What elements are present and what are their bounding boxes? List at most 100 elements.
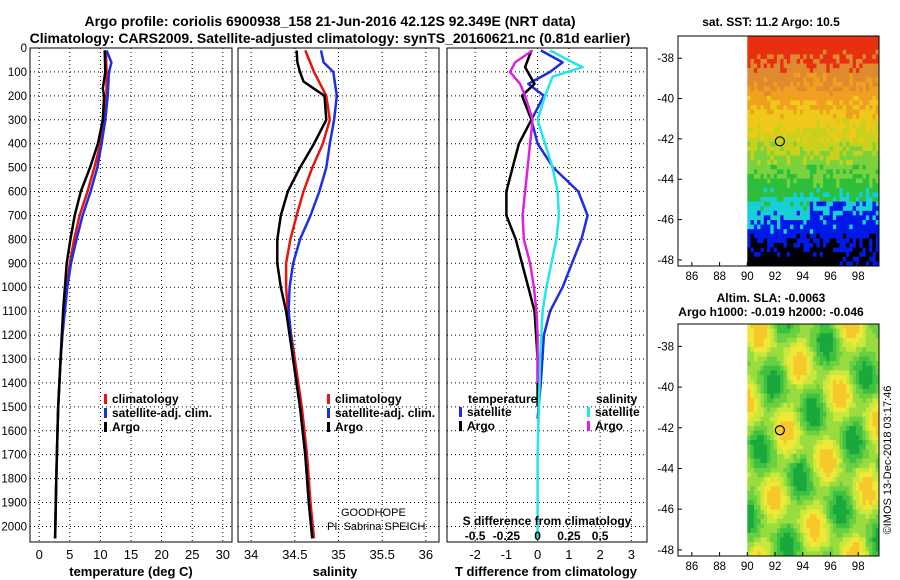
map-cell — [842, 370, 847, 376]
map-cell — [829, 495, 834, 501]
map-cell — [776, 542, 781, 548]
map-cell — [855, 183, 860, 189]
map-cell — [852, 444, 857, 450]
map-cell — [839, 449, 844, 455]
map-cell — [799, 210, 804, 216]
map-cell — [780, 72, 784, 78]
map-cell — [852, 328, 857, 334]
map-cell — [839, 333, 844, 339]
map-cell — [770, 430, 775, 436]
map-cell — [783, 551, 788, 557]
map-cell — [776, 388, 781, 394]
map-cell — [757, 100, 761, 106]
map-cell — [872, 365, 877, 371]
map-cell — [770, 463, 775, 469]
map-cell — [846, 215, 850, 221]
map-cell — [790, 453, 794, 459]
map-cell — [809, 500, 814, 506]
map-cell — [767, 416, 771, 422]
map-cell — [872, 164, 877, 170]
map-cell — [832, 229, 837, 235]
map-cell — [813, 402, 817, 408]
map-cell — [839, 160, 844, 166]
map-cell — [826, 347, 831, 353]
map-cell — [872, 224, 877, 230]
map-cell — [750, 546, 755, 552]
map-cell — [823, 229, 827, 235]
map-cell — [865, 477, 870, 483]
map-cell — [865, 82, 870, 87]
map-cell — [790, 224, 794, 230]
map-cell — [803, 169, 807, 175]
map-x-tick-label: 96 — [824, 561, 837, 573]
map-cell — [757, 407, 761, 413]
map-cell — [783, 430, 788, 436]
map-cell — [773, 398, 778, 404]
legend-t-argo-swatch — [459, 421, 462, 431]
salinity-difference-label: S difference from climatology — [463, 514, 632, 528]
map-cell — [829, 509, 834, 515]
map-cell — [793, 95, 798, 101]
map-cell — [846, 137, 850, 143]
map-cell — [862, 333, 867, 339]
map-cell — [773, 201, 778, 207]
map-cell — [776, 54, 781, 60]
map-cell — [875, 36, 880, 41]
map-cell — [869, 435, 873, 441]
map-cell — [826, 109, 831, 115]
s-tick-label: 0.5 — [592, 529, 609, 543]
map-cell — [819, 426, 824, 432]
map-cell — [829, 59, 834, 64]
map-cell — [783, 337, 788, 343]
map-cell — [790, 59, 794, 64]
map-cell — [816, 192, 821, 198]
map-cell — [783, 45, 788, 51]
map-cell — [793, 49, 798, 55]
map-cell — [763, 252, 768, 258]
map-cell — [809, 477, 814, 483]
map-cell — [849, 458, 854, 464]
map-cell — [750, 100, 755, 106]
map-cell — [842, 45, 847, 51]
map-y-tick-label: -44 — [657, 463, 674, 475]
map-cell — [763, 337, 768, 343]
map-cell — [809, 128, 814, 133]
map-cell — [783, 481, 788, 487]
map-cell — [842, 77, 847, 83]
map-cell — [836, 347, 840, 353]
map-cell — [806, 467, 811, 473]
map-cell — [780, 123, 784, 129]
map-cell — [816, 49, 821, 55]
map-cell — [770, 467, 775, 473]
map-cell — [776, 356, 781, 362]
map-cell — [773, 220, 778, 225]
map-y-tick-label: -42 — [657, 134, 674, 146]
map-cell — [753, 68, 758, 74]
map-cell — [855, 537, 860, 543]
map-cell — [816, 388, 821, 394]
map-cell — [869, 407, 873, 413]
map-cell — [790, 210, 794, 216]
map-cell — [750, 109, 755, 115]
map-cell — [763, 36, 768, 41]
map-cell — [773, 105, 778, 110]
map-cell — [875, 169, 880, 175]
map-cell — [836, 36, 840, 41]
map-cell — [757, 54, 761, 60]
map-x-tick-label: 98 — [852, 271, 865, 283]
map-cell — [783, 224, 788, 230]
map-cell — [770, 187, 775, 193]
map-cell — [806, 328, 811, 334]
map-cell — [783, 509, 788, 515]
map-cell — [809, 365, 814, 371]
map-x-tick-label: 92 — [769, 561, 782, 573]
map-cell — [790, 183, 794, 189]
map-cell — [875, 174, 880, 179]
map-cell — [846, 100, 850, 106]
map-cell — [770, 495, 775, 501]
map-cell — [829, 351, 834, 357]
map-cell — [757, 458, 761, 464]
map-cell — [859, 178, 863, 184]
map-cell — [826, 504, 831, 510]
map-cell — [783, 63, 788, 69]
